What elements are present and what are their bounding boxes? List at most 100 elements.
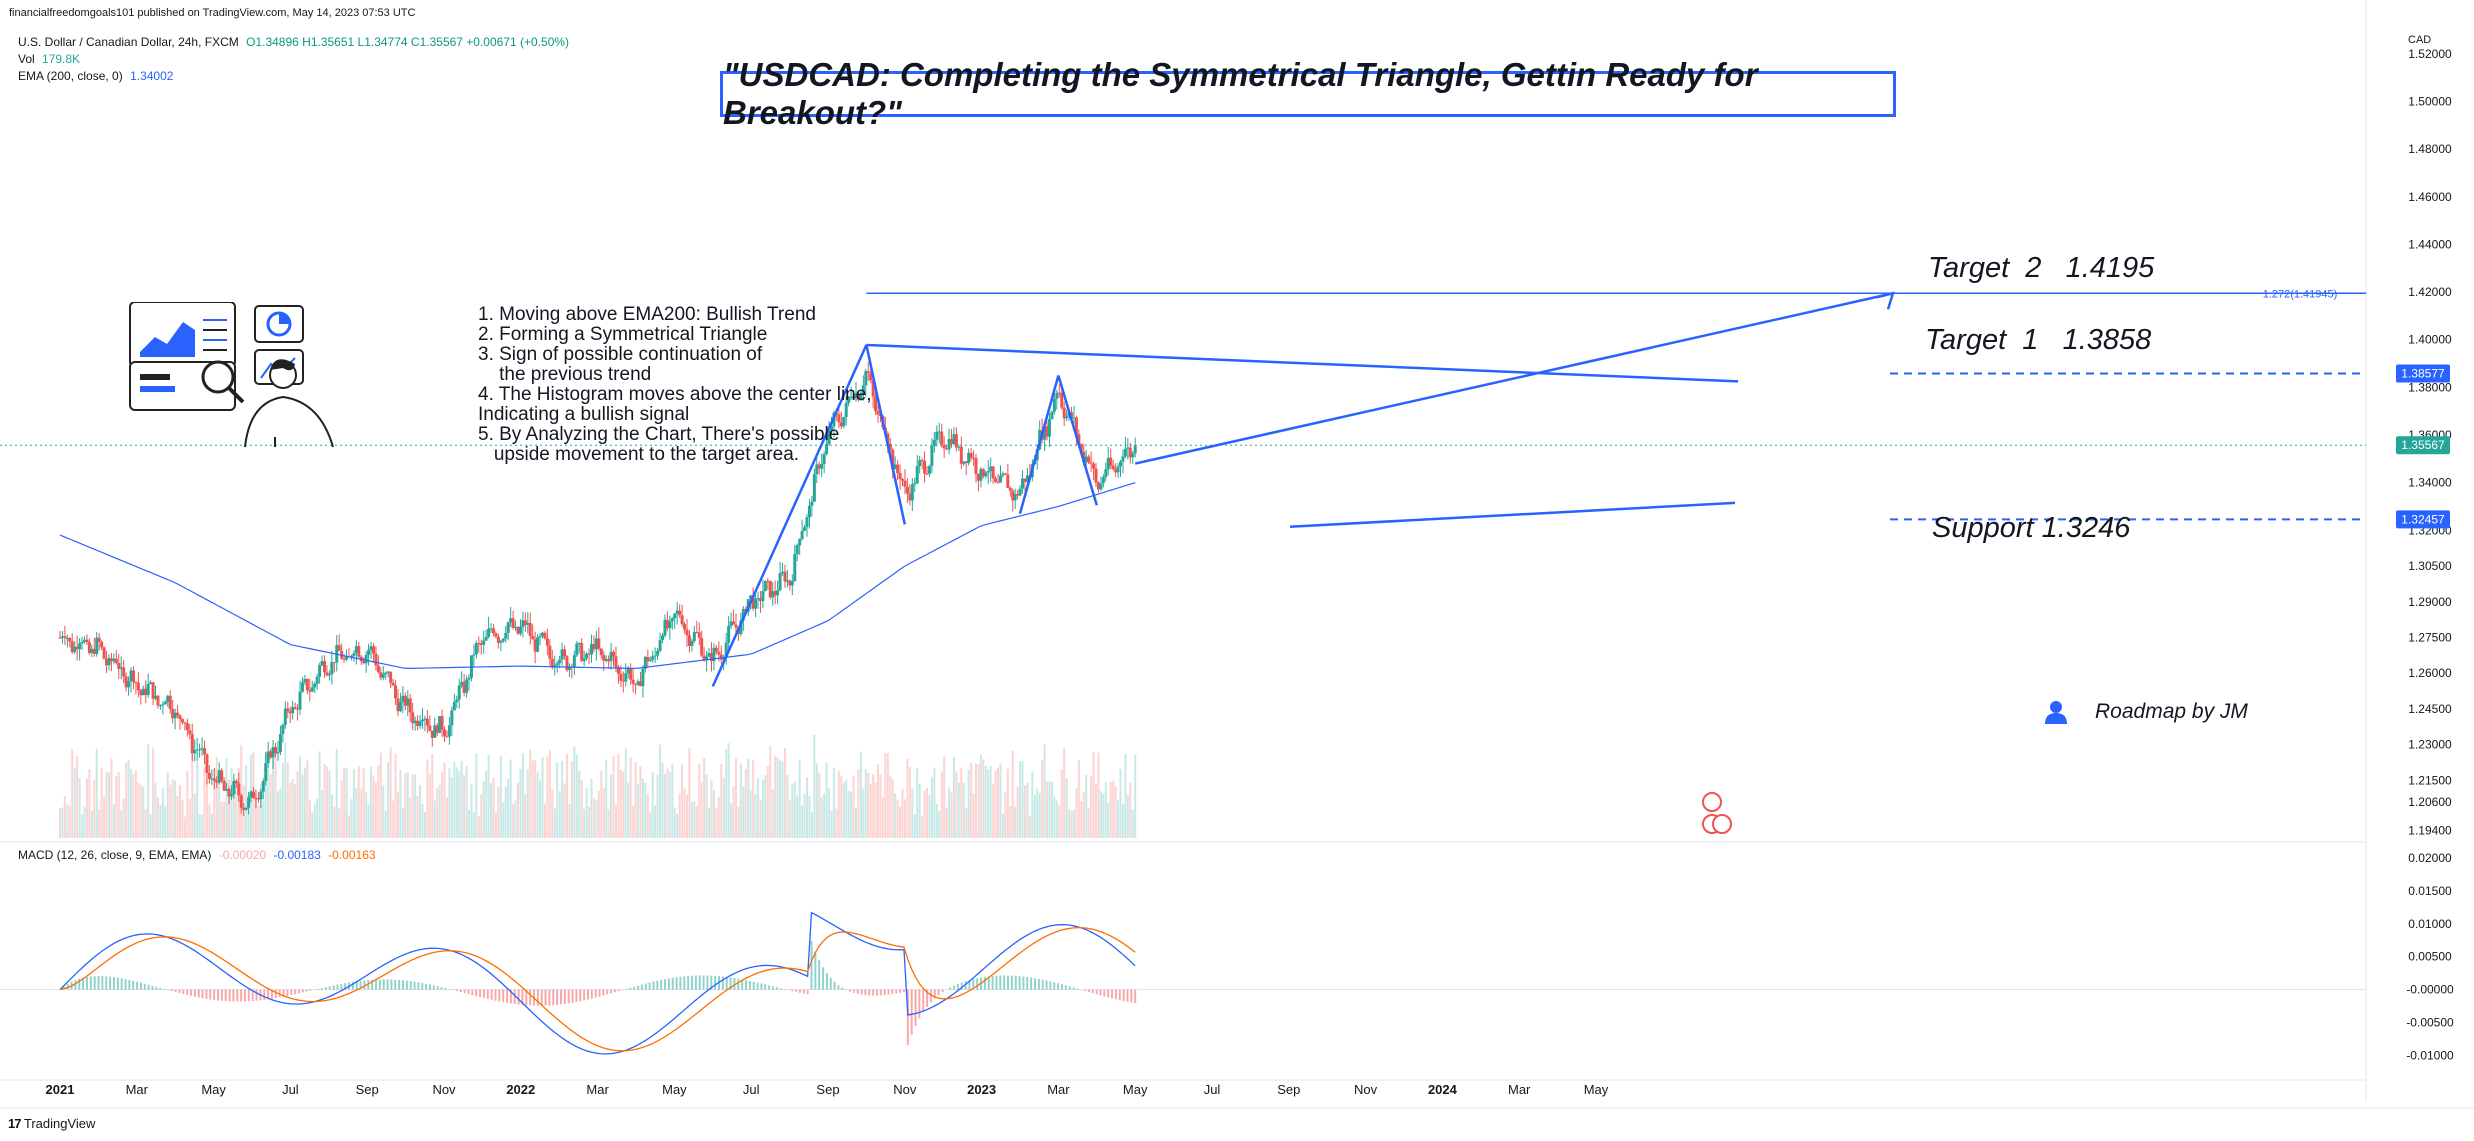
macd-hist-bar (517, 989, 520, 1005)
candle-body (1123, 448, 1127, 457)
brand-name: TradingView (23, 1116, 96, 1131)
volume-bar (325, 766, 328, 838)
candle-body (416, 720, 420, 726)
candle-body (898, 473, 902, 480)
volume-bar (960, 767, 963, 838)
macd-hist-bar (440, 987, 443, 990)
macd-hist-bar (706, 975, 709, 990)
volume-bar (201, 814, 204, 838)
volume-bar (722, 777, 725, 838)
symbol-name: U.S. Dollar / Canadian Dollar, 24h, FXCM (18, 35, 239, 49)
candle-body (80, 641, 84, 644)
candle-body (817, 464, 821, 469)
volume-bar (806, 777, 809, 838)
volume-bar (66, 804, 69, 838)
macd-hist-bar (197, 989, 200, 998)
macd-hist-bar (328, 986, 331, 990)
candle-body (190, 734, 194, 754)
volume-bar (982, 759, 985, 838)
candle-body (506, 622, 510, 634)
candle-body (646, 656, 650, 662)
price-tick-label: 1.23000 (2408, 738, 2452, 752)
volume-bar (392, 800, 395, 838)
macd-hist-bar (89, 976, 92, 990)
candle-body (957, 446, 961, 448)
candle-body (976, 474, 980, 481)
volume-value: 179.8K (42, 52, 81, 66)
candle-body (732, 621, 736, 625)
volume-bar (1126, 794, 1129, 838)
macd-hist-bar (729, 977, 732, 990)
volume-bar (558, 791, 561, 838)
volume-bar (798, 760, 801, 838)
candle-body (430, 730, 434, 738)
macd-hist-bar (567, 989, 570, 1004)
candle-body (1006, 474, 1010, 489)
candle-body (577, 643, 581, 645)
macd-hist-bar (274, 989, 277, 999)
volume-bar (992, 783, 995, 838)
volume-bar (281, 762, 284, 838)
macd-hist-bar (879, 989, 882, 996)
volume-bar (808, 796, 811, 838)
macd-hist-bar (721, 976, 724, 990)
candle-body (462, 681, 466, 693)
candle-body (323, 661, 327, 673)
candle-body (217, 770, 221, 783)
price-tick-label: 1.27500 (2408, 631, 2452, 645)
macd-hist-bar (833, 981, 836, 990)
candle-body (450, 710, 454, 726)
volume-bar (1129, 782, 1132, 838)
candle-body (663, 619, 667, 636)
volume-bar (289, 782, 292, 838)
candle-body (805, 517, 809, 528)
volume-bar (1072, 809, 1075, 838)
candle-body (212, 778, 216, 781)
volume-bar (534, 759, 537, 838)
macd-hist-bar (629, 987, 632, 990)
volume-bar (384, 810, 387, 838)
macd-hist-bar (795, 989, 798, 992)
candle-body (188, 730, 192, 735)
volume-bar (739, 763, 742, 838)
candle-body (685, 629, 689, 636)
candle-body (869, 372, 873, 381)
candle-body (580, 643, 584, 661)
volume-bar (918, 783, 921, 838)
macd-hist-bar (956, 983, 959, 990)
volume-bar (421, 803, 424, 838)
volume-bar (597, 790, 600, 838)
macd-hist-bar (633, 986, 636, 990)
volume-bar (568, 803, 571, 838)
volume-bar (975, 763, 978, 838)
volume-bar (712, 790, 715, 838)
x-tick-label: 2021 (46, 1082, 75, 1097)
wave-line (1057, 375, 1098, 506)
volume-bar (223, 801, 226, 838)
volume-bar (404, 773, 407, 838)
candle-body (65, 637, 69, 639)
macd-hist-bar (475, 989, 478, 997)
price-badge (2396, 364, 2450, 383)
volume-bar (1001, 813, 1004, 838)
macd-hist-bar (240, 989, 243, 1002)
volume-bar (649, 812, 652, 838)
macd-hist-bar (1041, 979, 1044, 990)
ema-info: EMA (200, close, 0) 1.34002 (18, 69, 173, 83)
volume-bar (208, 804, 211, 838)
volume-bar (406, 772, 409, 838)
macd-hist-bar (151, 985, 154, 990)
volume-bar (1082, 791, 1085, 838)
volume-bar (548, 750, 551, 838)
volume-bar (335, 749, 338, 838)
volume-bar (83, 806, 86, 838)
volume-bar (117, 772, 120, 838)
volume-bar (977, 763, 980, 838)
candle-body (131, 670, 135, 683)
volume-bar (428, 774, 431, 838)
volume-bar (877, 763, 880, 838)
macd-hist-bar (968, 979, 971, 990)
candle-body (1128, 447, 1132, 458)
candle-body (70, 641, 74, 653)
volume-bar (374, 782, 377, 838)
